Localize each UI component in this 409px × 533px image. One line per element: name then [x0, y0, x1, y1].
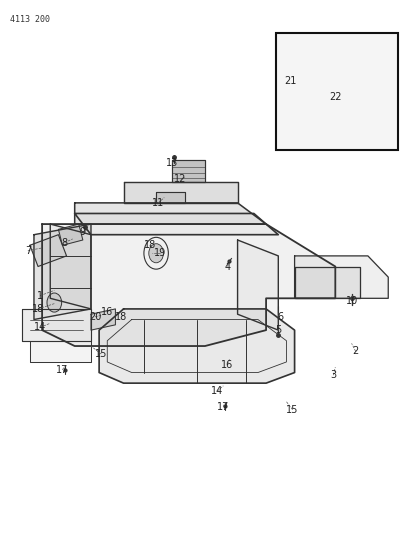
- Text: 19: 19: [154, 248, 166, 259]
- Text: 15: 15: [285, 405, 298, 415]
- Text: 7: 7: [25, 246, 31, 256]
- Text: 17: 17: [56, 365, 68, 375]
- Circle shape: [47, 293, 61, 312]
- Text: 2: 2: [352, 346, 358, 357]
- Polygon shape: [288, 38, 312, 49]
- Polygon shape: [156, 192, 184, 203]
- Polygon shape: [294, 256, 387, 298]
- Polygon shape: [30, 341, 91, 362]
- Text: 18: 18: [144, 240, 156, 251]
- Circle shape: [148, 244, 163, 263]
- Polygon shape: [42, 224, 335, 346]
- Text: 6: 6: [276, 312, 283, 322]
- Polygon shape: [34, 224, 91, 319]
- Text: 14: 14: [211, 386, 223, 396]
- Text: 10: 10: [345, 296, 357, 306]
- Polygon shape: [172, 160, 204, 182]
- Polygon shape: [123, 182, 237, 203]
- Polygon shape: [22, 309, 91, 341]
- Polygon shape: [99, 309, 294, 383]
- Text: 11: 11: [152, 198, 164, 208]
- Text: 5: 5: [274, 325, 281, 335]
- Polygon shape: [284, 123, 341, 139]
- Text: 18: 18: [115, 312, 127, 322]
- Text: 20: 20: [89, 312, 101, 322]
- Text: 16: 16: [221, 360, 233, 369]
- Polygon shape: [294, 266, 359, 298]
- Polygon shape: [237, 240, 278, 330]
- Text: 16: 16: [101, 306, 113, 317]
- Polygon shape: [50, 224, 91, 309]
- Text: 15: 15: [95, 349, 107, 359]
- Text: 3: 3: [329, 370, 335, 380]
- Text: 1: 1: [37, 290, 43, 301]
- Text: 17: 17: [217, 402, 229, 412]
- Polygon shape: [30, 235, 66, 266]
- Text: 8: 8: [61, 238, 67, 248]
- Text: 21: 21: [283, 76, 296, 86]
- Text: 22: 22: [328, 92, 341, 102]
- Text: 9: 9: [80, 227, 86, 237]
- Text: 4113 200: 4113 200: [9, 14, 49, 23]
- Polygon shape: [58, 224, 83, 245]
- Polygon shape: [74, 214, 278, 235]
- Text: 4: 4: [224, 262, 230, 271]
- Polygon shape: [292, 44, 333, 134]
- Polygon shape: [91, 309, 115, 330]
- Text: 18: 18: [32, 304, 44, 314]
- Text: 13: 13: [166, 158, 178, 168]
- Text: 12: 12: [174, 174, 186, 184]
- Bar: [276, 33, 398, 150]
- Polygon shape: [74, 203, 265, 224]
- Text: 14: 14: [34, 322, 46, 333]
